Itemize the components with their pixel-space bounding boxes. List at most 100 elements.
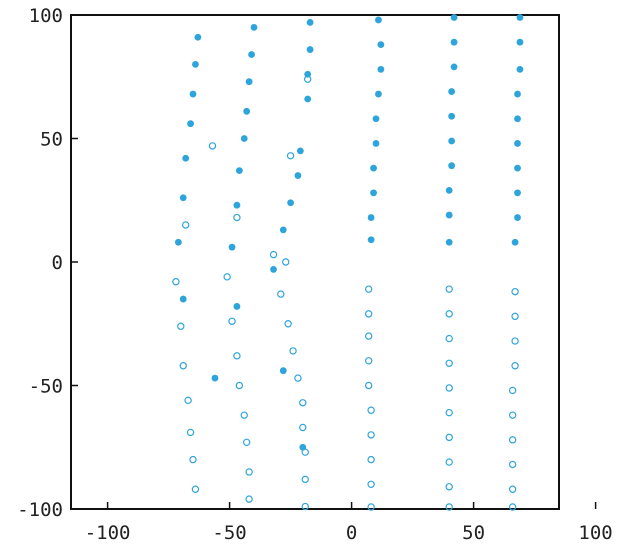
scatter-point-filled (448, 137, 456, 145)
scatter-point-hollow (364, 381, 373, 390)
scatter-point-hollow (508, 386, 517, 395)
scatter-point-filled (514, 90, 521, 98)
scatter-point-hollow (240, 411, 248, 419)
scatter-point-filled (187, 120, 194, 128)
scatter-point-hollow (301, 502, 309, 511)
scatter-point-filled (250, 23, 258, 31)
scatter-point-hollow (177, 322, 185, 330)
scatter-point-hollow (301, 475, 309, 484)
scatter-point-filled (514, 164, 521, 172)
scatter-point-hollow (508, 503, 517, 511)
scatter-point-hollow (445, 334, 453, 343)
scatter-point-filled (445, 238, 453, 246)
scatter-point-filled (192, 61, 199, 68)
y-tick-label: -100 (17, 499, 63, 521)
scatter-point-hollow (172, 278, 180, 286)
scatter-point-hollow (189, 455, 197, 464)
scatter-point-filled (375, 90, 382, 98)
scatter-point-hollow (186, 428, 195, 437)
scatter-point-hollow (233, 213, 241, 222)
scatter-point-hollow (364, 332, 373, 340)
scatter-point-filled (450, 38, 458, 46)
scatter-point-filled (306, 19, 314, 26)
scatter-point-hollow (235, 381, 244, 390)
scatter-point-hollow (181, 221, 190, 229)
scatter-point-filled (174, 238, 182, 246)
scatter-point-filled (304, 95, 312, 103)
scatter-point-hollow (364, 285, 373, 293)
x-tick-label: 0 (346, 522, 357, 544)
x-tick-label: 100 (578, 522, 612, 544)
scatter-point-filled (279, 367, 287, 375)
scatter-point-filled (294, 172, 302, 179)
scatter-point-filled (372, 140, 380, 147)
scatter-point-filled (279, 226, 287, 234)
scatter-point-filled (245, 78, 253, 86)
scatter-point-hollow (208, 142, 217, 150)
scatter-point-filled (240, 135, 248, 142)
scatter-point-filled (450, 63, 458, 71)
scatter-point-filled (514, 140, 521, 147)
scatter-point-hollow (184, 396, 192, 405)
scatter-point-filled (233, 201, 241, 209)
scatter-point-hollow (282, 258, 290, 266)
scatter-point-hollow (277, 290, 285, 298)
scatter-point-filled (377, 41, 385, 49)
scatter-point-hollow (367, 503, 375, 511)
scatter-point-filled (445, 186, 453, 194)
y-tick-label: 50 (40, 129, 63, 151)
scatter-point-hollow (294, 374, 302, 382)
scatter-point-hollow (508, 460, 517, 469)
scatter-point-filled (377, 65, 385, 73)
data-points (172, 14, 524, 511)
scatter-point-filled (516, 38, 524, 46)
scatter-point-hollow (191, 485, 200, 493)
scatter-point-filled (375, 16, 382, 24)
scatter-point-filled (514, 115, 521, 123)
scatter-point-hollow (228, 317, 236, 325)
y-tick-label: -50 (29, 376, 63, 398)
scatter-point-hollow (299, 423, 307, 432)
scatter-point-hollow (508, 411, 517, 419)
scatter-point-filled (367, 236, 375, 244)
scatter-point-hollow (511, 312, 519, 321)
scatter-point-filled (243, 107, 251, 115)
scatter-point-hollow (445, 408, 453, 417)
scatter-point-filled (516, 65, 524, 73)
scatter-point-filled (448, 162, 456, 170)
scatter-point-hollow (245, 495, 253, 503)
y-axis-ticks: -100 -50 0 50 100 (17, 5, 78, 521)
y-tick-label: 100 (29, 5, 63, 27)
scatter-point-hollow (367, 480, 375, 488)
scatter-point-filled (189, 90, 197, 98)
scatter-point-hollow (233, 352, 241, 360)
scatter-point-hollow (445, 458, 453, 466)
scatter-point-hollow (445, 310, 453, 318)
scatter-point-hollow (445, 285, 453, 293)
scatter-point-filled (296, 147, 304, 155)
scatter-point-hollow (269, 250, 278, 259)
scatter-point-hollow (511, 287, 519, 296)
scatter-point-filled (514, 189, 521, 197)
scatter-point-filled (445, 211, 453, 219)
scatter-point-hollow (445, 433, 453, 442)
x-tick-label: 50 (462, 522, 485, 544)
scatter-point-hollow (284, 320, 292, 328)
scatter-point-hollow (289, 347, 297, 355)
scatter-point-filled (370, 164, 377, 172)
scatter-point-filled (235, 167, 243, 175)
scatter-point-hollow (445, 359, 453, 367)
scatter-point-hollow (508, 485, 517, 493)
scatter-point-hollow (245, 468, 253, 476)
x-tick-label: -100 (85, 522, 131, 544)
scatter-point-hollow (223, 273, 231, 281)
scatter-point-hollow (303, 75, 312, 83)
scatter-point-filled (248, 51, 255, 58)
scatter-point-filled (194, 33, 202, 41)
scatter-point-hollow (445, 503, 453, 511)
scatter-point-filled (179, 295, 187, 303)
y-tick-label: 0 (52, 252, 63, 274)
x-axis-ticks: -100 -50 0 50 100 (85, 502, 613, 544)
scatter-point-filled (511, 238, 519, 246)
